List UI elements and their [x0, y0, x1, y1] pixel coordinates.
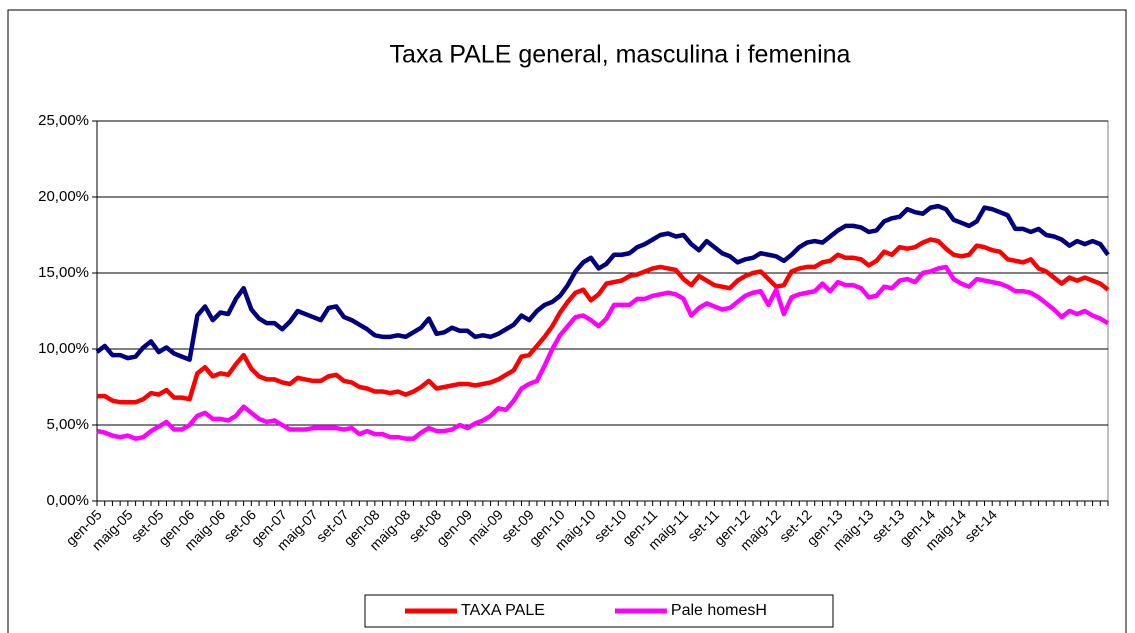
y-tick-label: 15,00% [38, 264, 89, 281]
chart-title: Taxa PALE general, masculina i femenina [390, 41, 851, 69]
y-tick-label: 20,00% [38, 188, 89, 205]
y-tick-label: 10,00% [38, 340, 89, 357]
series-line [95, 203, 1110, 362]
y-tick-label: 5,00% [46, 416, 89, 433]
y-tick-label: 0,00% [46, 492, 89, 509]
y-tick-label: 25,00% [38, 112, 89, 129]
plot-area [96, 120, 1109, 502]
legend-label: Pale homesH [671, 602, 767, 619]
legend-label: TAXA PALE [461, 602, 545, 619]
series-line [96, 264, 1110, 441]
series-line [97, 237, 1110, 405]
